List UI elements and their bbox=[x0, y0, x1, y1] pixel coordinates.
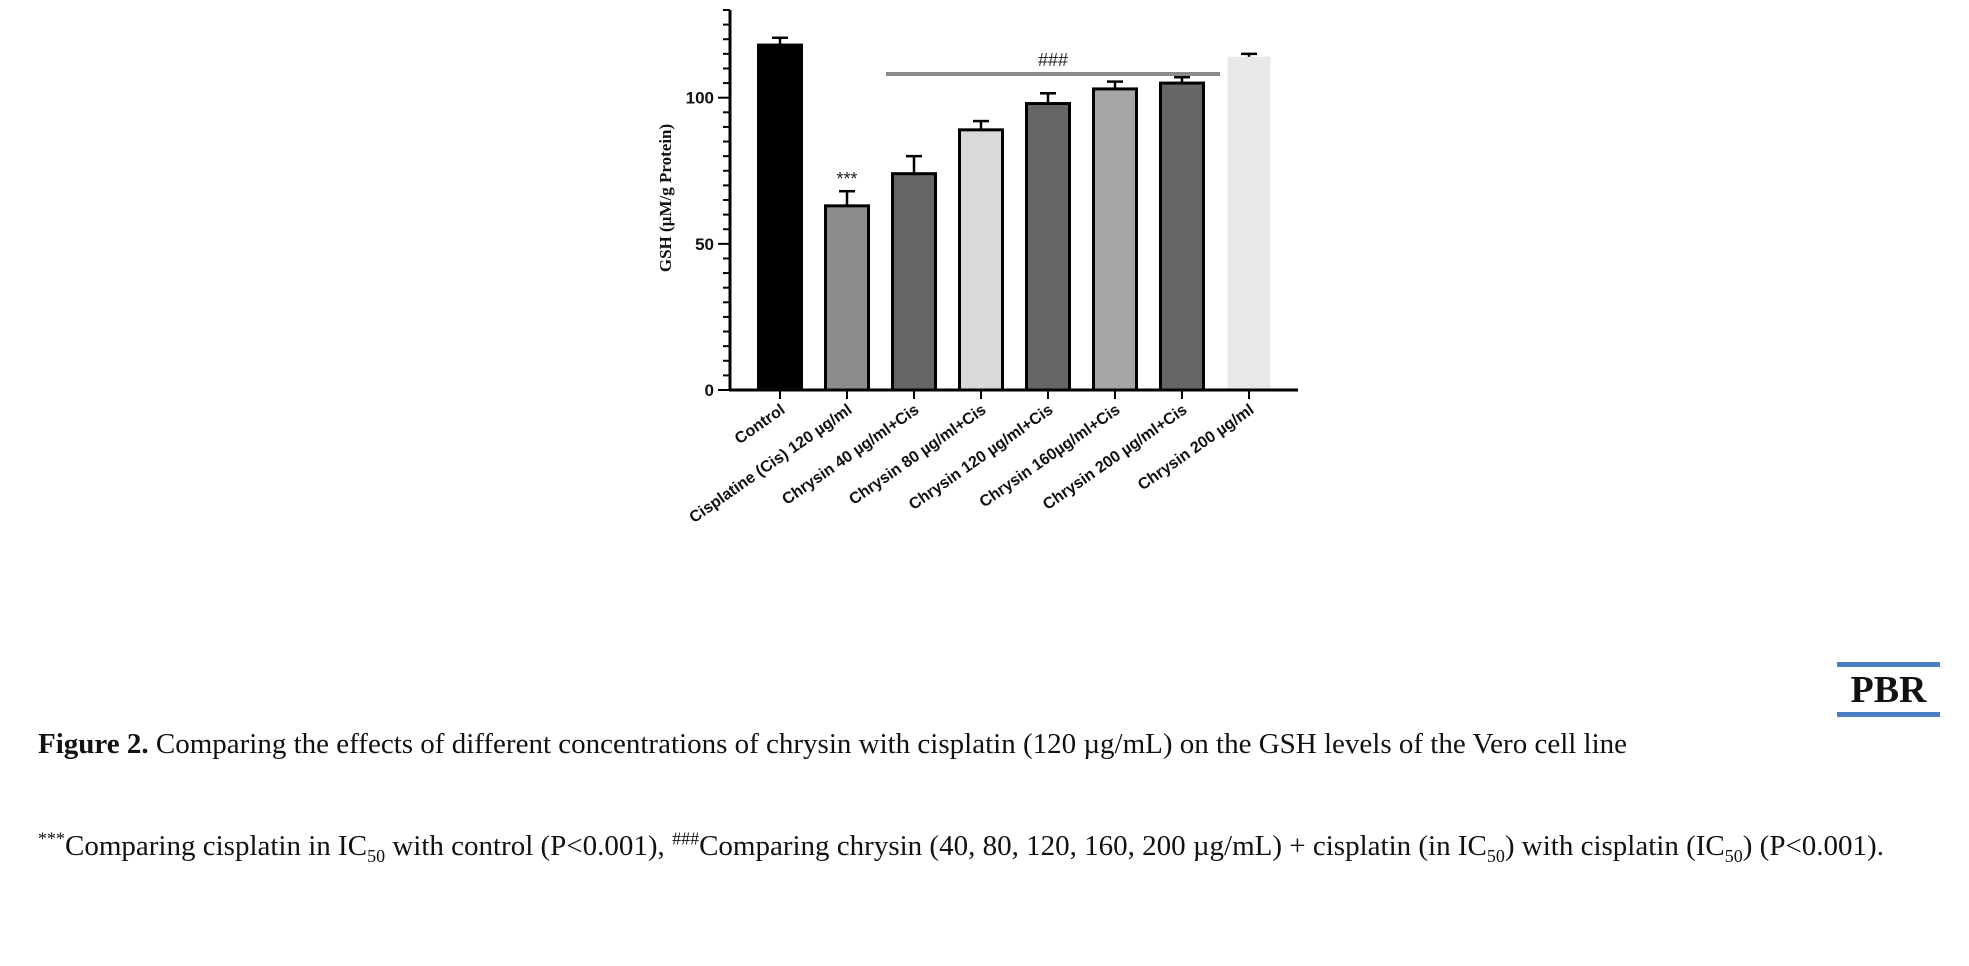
x-category-label-7: Chrysin 200 µg/ml bbox=[1135, 401, 1257, 494]
note-sub-2: 50 bbox=[1486, 845, 1505, 866]
y-tick-label-1: 50 bbox=[695, 235, 714, 254]
logo-top-rule bbox=[1837, 662, 1940, 667]
note-part-3: Comparing chrysin (40, 80, 120, 160, 200… bbox=[699, 830, 1487, 862]
bar-7 bbox=[1227, 56, 1271, 391]
bar-3 bbox=[958, 128, 1004, 392]
figure-caption: Figure 2. Comparing the effects of diffe… bbox=[38, 721, 1940, 768]
y-axis-label: GSH (µM/g Protein) bbox=[656, 124, 675, 272]
note-part-2: with control (P<0.001), bbox=[385, 830, 673, 862]
bar-5 bbox=[1092, 87, 1138, 392]
x-category-label-0: Control bbox=[732, 401, 788, 448]
bar-6 bbox=[1159, 81, 1205, 392]
figure-label: Figure 2. bbox=[38, 728, 149, 760]
note-sub-3: 50 bbox=[1724, 845, 1743, 866]
note-hashes: ### bbox=[672, 828, 700, 849]
bar-0 bbox=[757, 43, 803, 392]
logo-text: PBR bbox=[1850, 669, 1927, 711]
y-tick-label-2: 100 bbox=[686, 89, 714, 108]
note-stars: *** bbox=[38, 828, 65, 849]
significance-hashes: ### bbox=[1038, 50, 1068, 70]
bar-1 bbox=[824, 204, 870, 392]
note-part-5: ) (P<0.001). bbox=[1742, 830, 1884, 862]
journal-logo: PBR bbox=[1837, 662, 1940, 720]
y-tick-label-0: 0 bbox=[705, 381, 714, 400]
figure-title: Comparing the effects of different conce… bbox=[155, 728, 1628, 760]
note-sub-1: 50 bbox=[367, 845, 386, 866]
note-part-1: Comparing cisplatin in IC bbox=[65, 830, 368, 862]
significance-stars: *** bbox=[836, 169, 857, 189]
figure-note: ***Comparing cisplatin in IC50 with cont… bbox=[38, 823, 1940, 870]
note-part-4: ) with cisplatin (IC bbox=[1504, 830, 1725, 862]
logo-bottom-rule bbox=[1837, 712, 1940, 717]
bar-4 bbox=[1025, 102, 1071, 392]
bar-2 bbox=[891, 172, 937, 392]
